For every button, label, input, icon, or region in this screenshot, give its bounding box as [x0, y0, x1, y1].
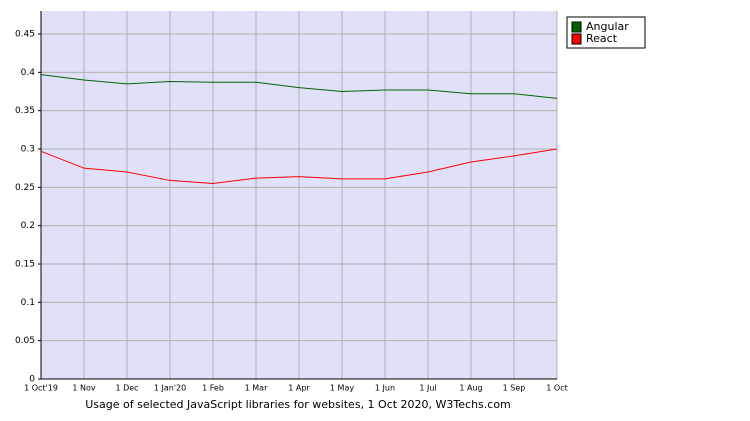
legend-label: Angular: [586, 20, 629, 33]
y-tick-label: 0.4: [21, 68, 36, 78]
x-tick-label: 1 Aug: [459, 384, 482, 393]
y-tick-label: 0.3: [21, 145, 35, 155]
x-tick-label: 1 Dec: [115, 384, 138, 393]
x-tick-label: 1 Feb: [202, 384, 224, 393]
y-tick-label: 0.05: [15, 336, 35, 346]
y-tick-label: 0.45: [15, 30, 35, 40]
y-tick-label: 0.25: [15, 183, 35, 193]
y-tick-label: 0.2: [21, 221, 35, 231]
x-tick-label: 1 Oct: [546, 384, 567, 393]
y-tick-label: 0.15: [15, 260, 35, 270]
y-tick-label: 0.35: [15, 106, 35, 116]
x-tick-label: 1 Sep: [503, 384, 526, 393]
series-line: [40, 148, 558, 185]
legend-swatch: [571, 21, 582, 33]
x-tick-label: 1 Jun: [375, 384, 395, 393]
series-line: [40, 74, 558, 99]
legend-label: React: [586, 32, 618, 45]
y-tick-label: 0: [29, 375, 35, 385]
x-tick-label: 1 Nov: [72, 384, 96, 393]
x-tick-label: 1 Jul: [419, 384, 436, 393]
caption: Usage of selected JavaScript libraries f…: [85, 398, 511, 411]
y-tick-label: 0.1: [21, 298, 35, 308]
x-tick-label: 1 Apr: [288, 384, 310, 393]
x-tick-label: 1 Oct'19: [24, 384, 58, 393]
x-tick-label: 1 Jan'20: [154, 384, 186, 393]
legend-swatch: [571, 33, 582, 45]
x-tick-label: 1 Mar: [245, 384, 268, 393]
x-tick-label: 1 May: [330, 384, 354, 393]
